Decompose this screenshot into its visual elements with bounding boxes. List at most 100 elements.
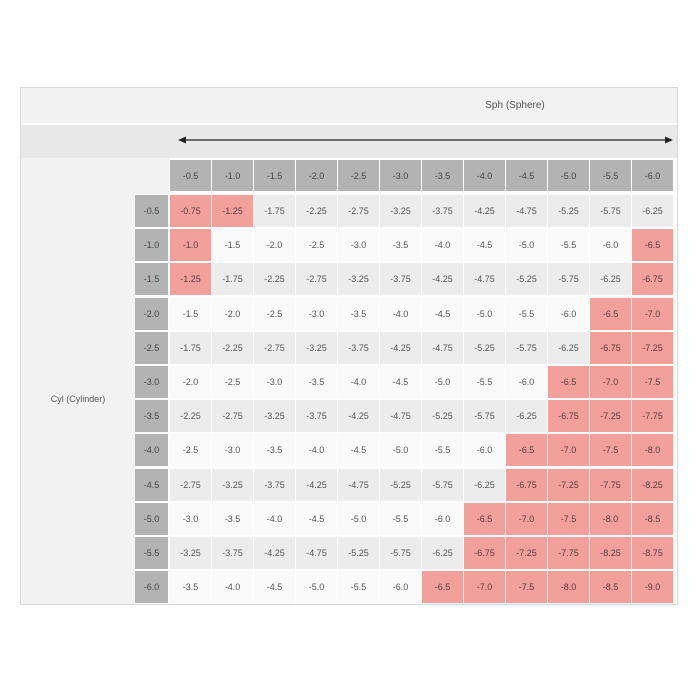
value-cell: -6.25 [548, 332, 589, 364]
highlighted-value-cell: -8.75 [632, 537, 673, 569]
cylinder-row-header: -3.0 [135, 366, 168, 398]
value-cell: -2.75 [296, 263, 337, 295]
value-cell: -5.0 [296, 571, 337, 603]
value-cell: -6.25 [506, 400, 547, 432]
value-cell: -5.0 [506, 229, 547, 261]
value-cell: -3.5 [380, 229, 421, 261]
value-cell: -2.0 [212, 298, 253, 330]
value-cell: -6.0 [590, 229, 631, 261]
cylinder-row-header: -4.0 [135, 434, 168, 466]
highlighted-value-cell: -6.5 [422, 571, 463, 603]
value-cell: -4.25 [380, 332, 421, 364]
value-cell: -2.5 [212, 366, 253, 398]
highlighted-value-cell: -7.5 [548, 503, 589, 535]
value-cell: -6.25 [632, 195, 673, 227]
cylinder-row-header: -2.0 [135, 298, 168, 330]
cylinder-row-header: -1.5 [135, 263, 168, 295]
highlighted-value-cell: -6.5 [548, 366, 589, 398]
cylinder-row-header: -0.5 [135, 195, 168, 227]
value-cell: -4.75 [506, 195, 547, 227]
value-cell: -3.0 [296, 298, 337, 330]
value-cell: -5.5 [380, 503, 421, 535]
value-cell: -1.5 [170, 298, 211, 330]
value-cell: -4.0 [380, 298, 421, 330]
value-cell: -5.75 [422, 469, 463, 501]
cylinder-row-header: -5.0 [135, 503, 168, 535]
value-cell: -3.0 [212, 434, 253, 466]
highlighted-value-cell: -7.0 [464, 571, 505, 603]
value-cell: -5.25 [338, 537, 379, 569]
value-cell: -4.25 [296, 469, 337, 501]
highlighted-value-cell: -8.0 [548, 571, 589, 603]
value-cell: -5.0 [422, 366, 463, 398]
value-cell: -3.75 [422, 195, 463, 227]
highlighted-value-cell: -7.75 [548, 537, 589, 569]
value-cell: -3.75 [212, 537, 253, 569]
value-cell: -4.25 [254, 537, 295, 569]
value-cell: -2.75 [254, 332, 295, 364]
value-cell: -5.5 [338, 571, 379, 603]
sphere-axis-title: Sph (Sphere) [485, 100, 545, 111]
value-cell: -5.75 [464, 400, 505, 432]
value-cell: -6.0 [422, 503, 463, 535]
sphere-column-header: -4.0 [464, 160, 505, 191]
highlighted-value-cell: -8.5 [590, 571, 631, 603]
value-cell: -6.0 [380, 571, 421, 603]
cylinder-row-header: -6.0 [135, 571, 168, 603]
value-cell: -3.5 [254, 434, 295, 466]
cylinder-axis-title: Cyl (Cylinder) [50, 394, 106, 404]
value-cell: -2.0 [254, 229, 295, 261]
value-cell: -2.75 [212, 400, 253, 432]
value-cell: -3.25 [380, 195, 421, 227]
sphere-column-header: -2.5 [338, 160, 379, 191]
value-cell: -3.75 [296, 400, 337, 432]
value-cell: -3.5 [338, 298, 379, 330]
highlighted-value-cell: -8.25 [632, 469, 673, 501]
value-cell: -3.0 [338, 229, 379, 261]
value-cell: -1.75 [254, 195, 295, 227]
value-cell: -4.0 [296, 434, 337, 466]
sphere-header-band: Sph (Sphere) [21, 88, 677, 124]
highlighted-value-cell: -1.25 [212, 195, 253, 227]
cylinder-row-header: -4.5 [135, 469, 168, 501]
value-cell: -4.5 [254, 571, 295, 603]
value-cell: -5.25 [506, 263, 547, 295]
value-cell: -2.5 [254, 298, 295, 330]
value-cell: -5.75 [380, 537, 421, 569]
sphere-column-header: -2.0 [296, 160, 337, 191]
value-cell: -6.25 [422, 537, 463, 569]
highlighted-value-cell: -6.5 [464, 503, 505, 535]
highlighted-value-cell: -7.25 [506, 537, 547, 569]
value-cell: -4.75 [296, 537, 337, 569]
value-cell: -1.5 [212, 229, 253, 261]
sphere-column-header: -5.5 [590, 160, 631, 191]
value-cell: -4.5 [380, 366, 421, 398]
highlighted-value-cell: -6.5 [590, 298, 631, 330]
highlighted-value-cell: -1.0 [170, 229, 211, 261]
value-cell: -6.0 [464, 434, 505, 466]
value-cell: -3.75 [380, 263, 421, 295]
value-cell: -4.5 [338, 434, 379, 466]
value-cell: -4.5 [422, 298, 463, 330]
highlighted-value-cell: -7.75 [632, 400, 673, 432]
value-cell: -5.5 [548, 229, 589, 261]
highlighted-value-cell: -6.75 [590, 332, 631, 364]
value-cell: -2.5 [296, 229, 337, 261]
sphere-column-header: -4.5 [506, 160, 547, 191]
value-cell: -5.75 [506, 332, 547, 364]
value-cell: -2.75 [338, 195, 379, 227]
value-cell: -4.0 [338, 366, 379, 398]
highlighted-value-cell: -7.0 [590, 366, 631, 398]
sphere-column-header: -1.0 [212, 160, 253, 191]
value-cell: -5.0 [338, 503, 379, 535]
highlighted-value-cell: -6.75 [632, 263, 673, 295]
value-cell: -4.0 [212, 571, 253, 603]
value-cell: -4.25 [422, 263, 463, 295]
highlighted-value-cell: -6.75 [548, 400, 589, 432]
highlighted-value-cell: -6.75 [506, 469, 547, 501]
highlighted-value-cell: -6.5 [632, 229, 673, 261]
value-cell: -4.75 [338, 469, 379, 501]
value-cell: -5.25 [380, 469, 421, 501]
sphere-column-header: -1.5 [254, 160, 295, 191]
direction-arrow-band [21, 125, 677, 158]
